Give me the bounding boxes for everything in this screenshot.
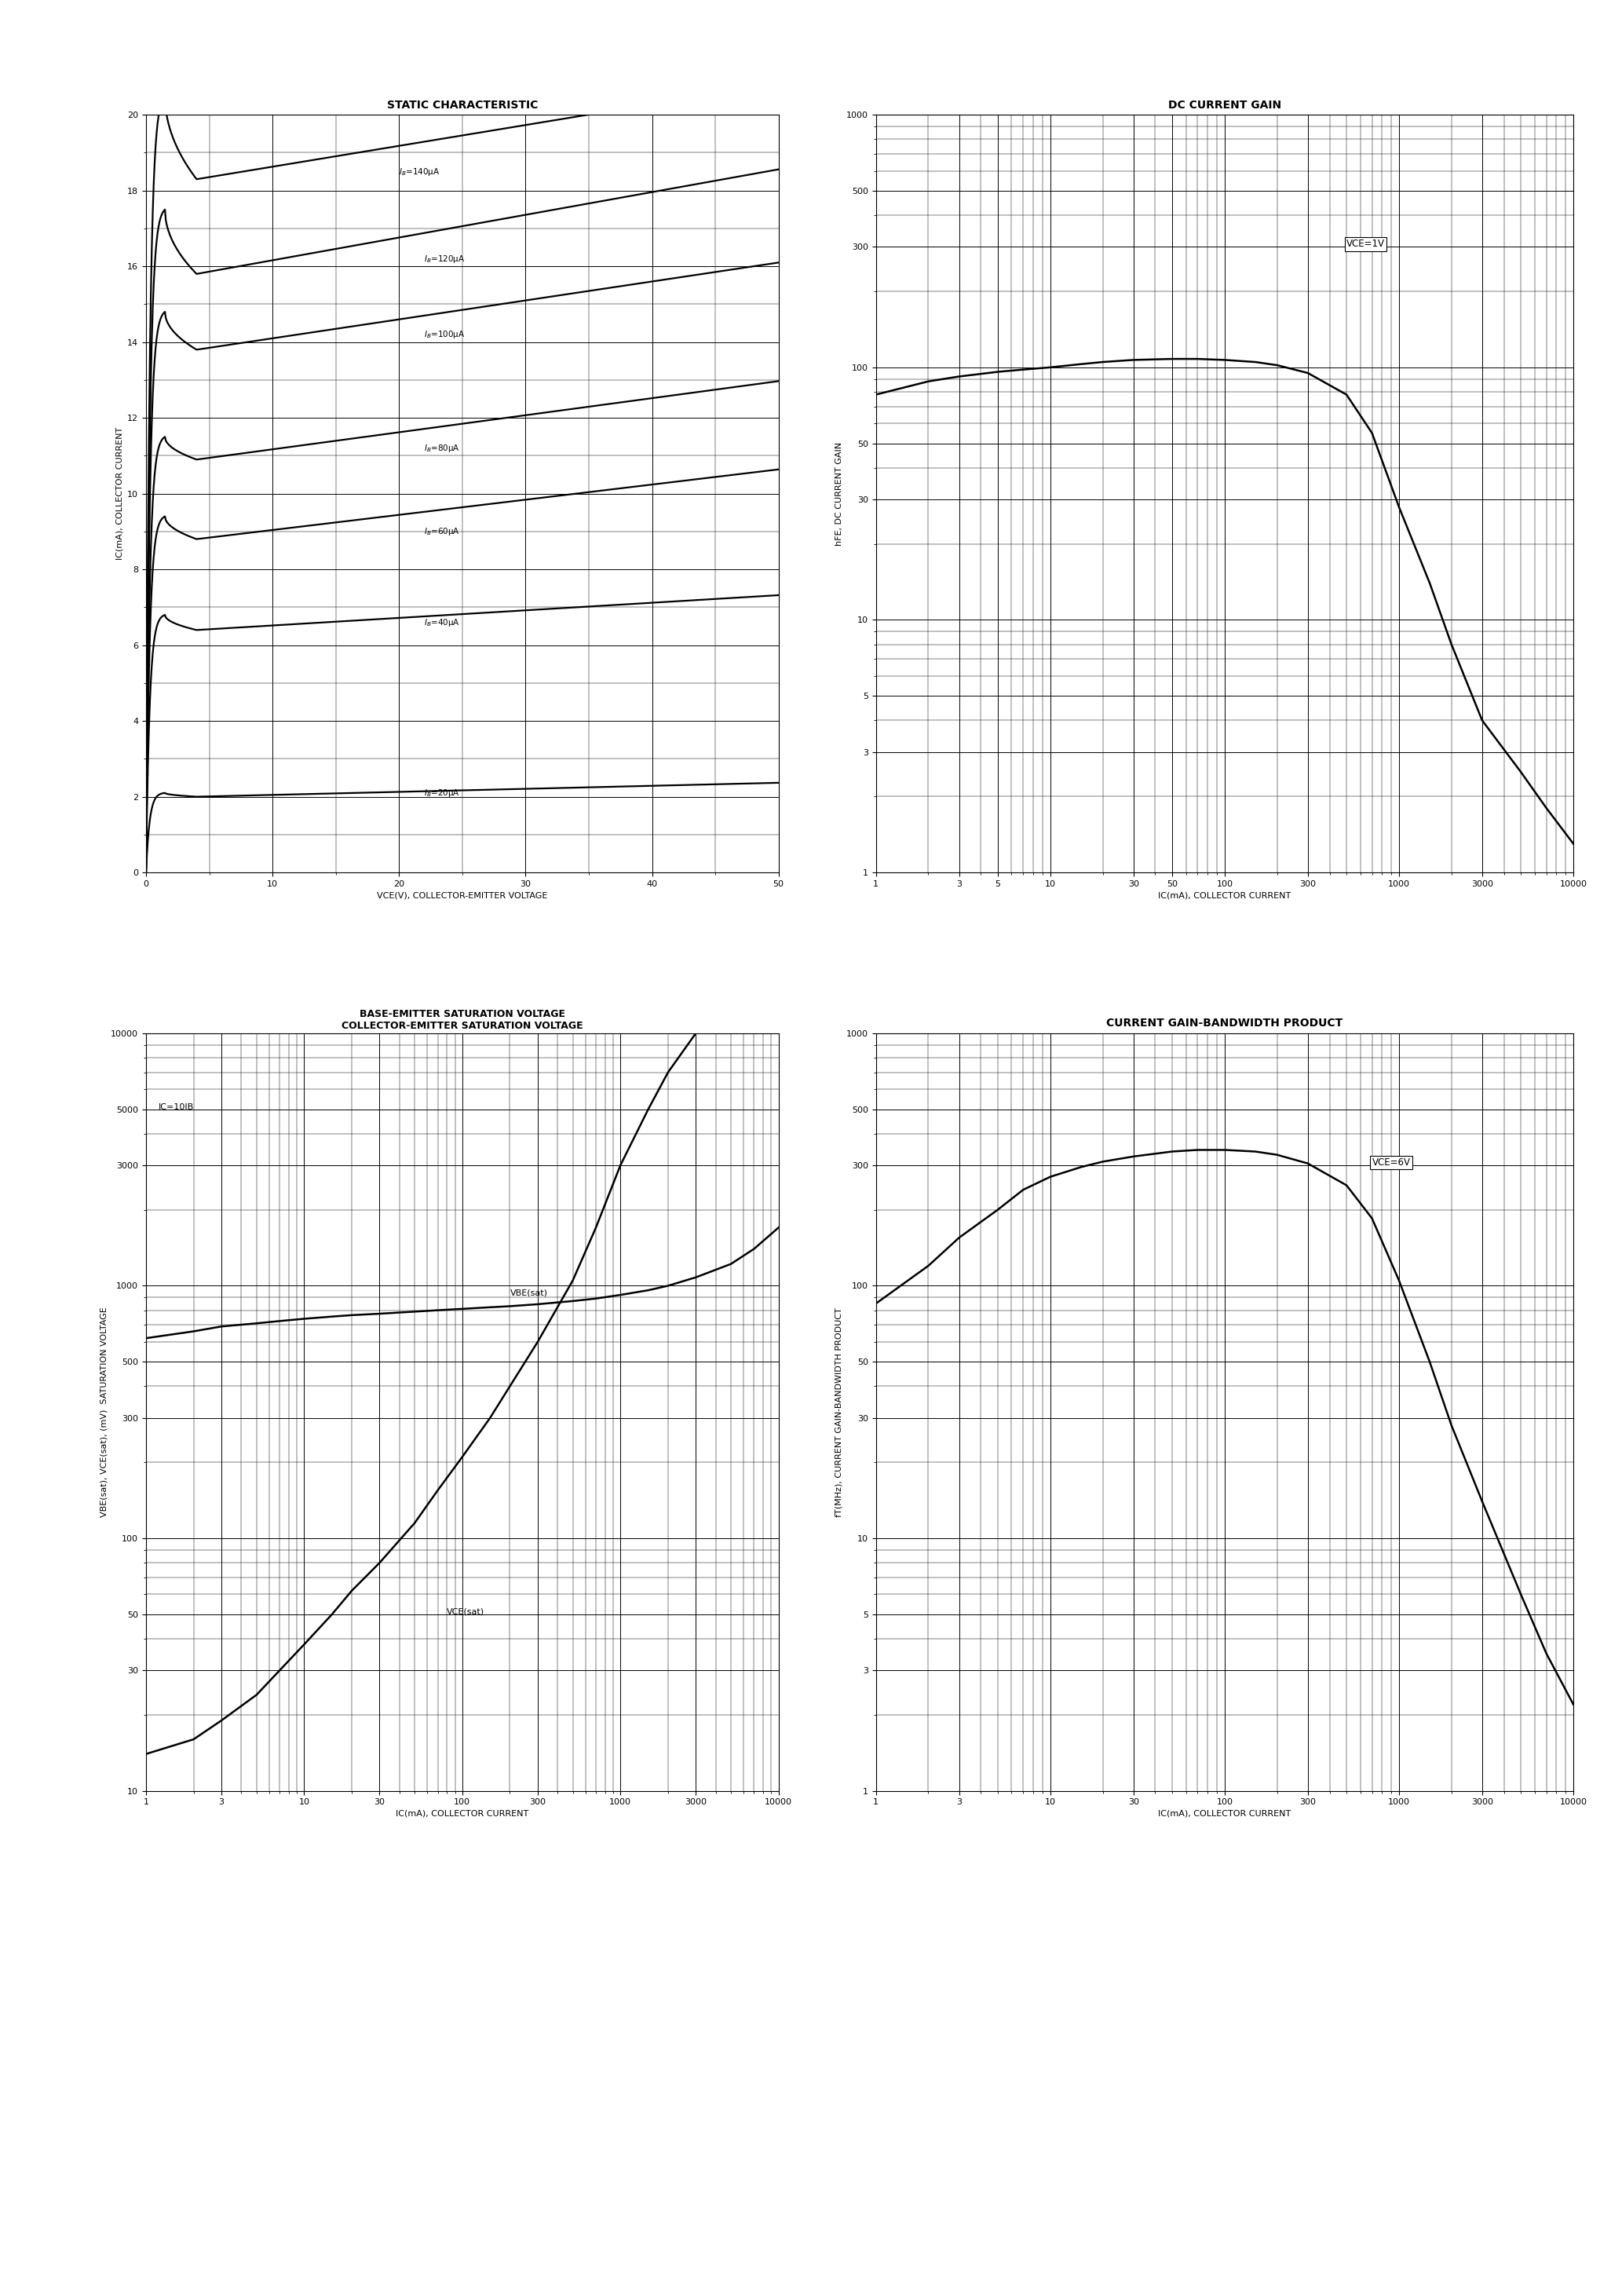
- Text: $I_B$=120μA: $I_B$=120μA: [425, 253, 466, 264]
- Title: STATIC CHARACTERISTIC: STATIC CHARACTERISTIC: [386, 99, 539, 110]
- Text: IC=10IB: IC=10IB: [159, 1102, 195, 1111]
- X-axis label: IC(mA), COLLECTOR CURRENT: IC(mA), COLLECTOR CURRENT: [1158, 891, 1291, 900]
- Text: $I_B$=140μA: $I_B$=140μA: [399, 165, 440, 177]
- Text: $I_B$=60μA: $I_B$=60μA: [425, 526, 461, 537]
- Y-axis label: IC(mA), COLLECTOR CURRENT: IC(mA), COLLECTOR CURRENT: [117, 427, 123, 560]
- Y-axis label: fT(MHz), CURRENT GAIN-BANDWIDTH PRODUCT: fT(MHz), CURRENT GAIN-BANDWIDTH PRODUCT: [835, 1306, 843, 1518]
- Text: VBE(sat): VBE(sat): [509, 1288, 548, 1297]
- Text: VCE=6V: VCE=6V: [1372, 1157, 1411, 1169]
- Text: VCE(sat): VCE(sat): [448, 1607, 485, 1616]
- Title: BASE-EMITTER SATURATION VOLTAGE
COLLECTOR-EMITTER SATURATION VOLTAGE: BASE-EMITTER SATURATION VOLTAGE COLLECTO…: [342, 1010, 582, 1031]
- X-axis label: IC(mA), COLLECTOR CURRENT: IC(mA), COLLECTOR CURRENT: [396, 1809, 529, 1818]
- Y-axis label: VBE(sat), VCE(sat), (mV)  SATURATION VOLTAGE: VBE(sat), VCE(sat), (mV) SATURATION VOLT…: [99, 1306, 107, 1518]
- Title: CURRENT GAIN-BANDWIDTH PRODUCT: CURRENT GAIN-BANDWIDTH PRODUCT: [1106, 1017, 1343, 1029]
- X-axis label: IC(mA), COLLECTOR CURRENT: IC(mA), COLLECTOR CURRENT: [1158, 1809, 1291, 1818]
- Title: DC CURRENT GAIN: DC CURRENT GAIN: [1168, 99, 1281, 110]
- Text: $I_B$=80μA: $I_B$=80μA: [425, 443, 461, 455]
- Text: $I_B$=100μA: $I_B$=100μA: [425, 328, 466, 340]
- X-axis label: VCE(V), COLLECTOR-EMITTER VOLTAGE: VCE(V), COLLECTOR-EMITTER VOLTAGE: [376, 891, 548, 900]
- Text: VCE=1V: VCE=1V: [1346, 239, 1385, 250]
- Y-axis label: hFE, DC CURRENT GAIN: hFE, DC CURRENT GAIN: [835, 441, 843, 546]
- Text: $I_B$=20μA: $I_B$=20μA: [425, 788, 461, 799]
- Text: $I_B$=40μA: $I_B$=40μA: [425, 618, 461, 627]
